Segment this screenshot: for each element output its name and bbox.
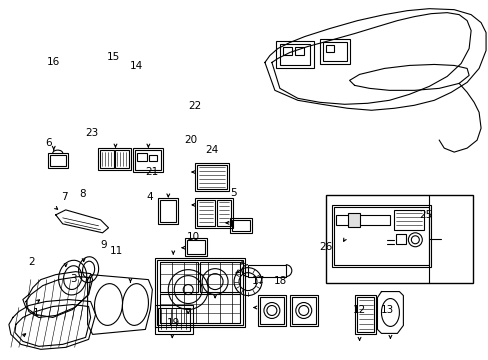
Bar xyxy=(160,293,240,323)
Text: 26: 26 xyxy=(319,242,332,252)
Bar xyxy=(100,150,113,168)
Bar xyxy=(347,213,359,227)
Bar xyxy=(294,46,303,55)
Bar xyxy=(157,260,243,325)
Text: 7: 7 xyxy=(61,192,67,202)
Text: 1: 1 xyxy=(33,308,39,318)
Text: 18: 18 xyxy=(273,276,286,286)
Bar xyxy=(115,150,129,168)
Text: 10: 10 xyxy=(186,232,200,242)
Bar xyxy=(48,153,67,168)
Bar xyxy=(50,155,65,166)
Bar xyxy=(197,165,226,189)
Bar xyxy=(155,305,193,334)
Bar xyxy=(335,215,389,225)
Text: 12: 12 xyxy=(352,305,365,315)
Bar xyxy=(394,210,424,230)
Text: 9: 9 xyxy=(100,239,106,249)
Bar xyxy=(217,200,230,226)
Text: 20: 20 xyxy=(184,135,197,145)
Bar xyxy=(158,307,190,332)
Bar xyxy=(229,218,251,233)
Bar xyxy=(187,240,205,254)
Bar xyxy=(325,45,333,53)
Bar xyxy=(275,41,313,68)
Bar xyxy=(258,294,285,327)
Text: 24: 24 xyxy=(204,144,218,154)
Text: 25: 25 xyxy=(418,210,431,220)
Bar xyxy=(149,155,157,161)
Bar xyxy=(232,220,249,231)
Bar xyxy=(247,265,285,276)
Bar xyxy=(289,294,317,327)
Bar xyxy=(322,41,346,62)
Bar xyxy=(195,198,233,228)
Bar xyxy=(137,153,147,161)
Text: 15: 15 xyxy=(106,52,120,62)
Text: 6: 6 xyxy=(45,139,52,148)
Bar xyxy=(354,294,376,334)
Bar xyxy=(333,207,428,265)
Bar xyxy=(160,200,176,222)
Text: 13: 13 xyxy=(380,305,393,315)
Bar xyxy=(325,195,472,283)
Text: 5: 5 xyxy=(230,188,237,198)
Bar xyxy=(396,234,406,244)
Text: 22: 22 xyxy=(188,102,201,112)
Bar xyxy=(197,200,215,226)
Text: 4: 4 xyxy=(146,192,153,202)
Bar xyxy=(133,148,163,172)
Text: 23: 23 xyxy=(85,128,98,138)
Text: 14: 14 xyxy=(129,61,142,71)
Bar xyxy=(319,39,349,64)
Text: 11: 11 xyxy=(110,246,123,256)
Bar xyxy=(155,258,244,328)
Bar xyxy=(98,148,131,170)
Text: 3: 3 xyxy=(70,274,76,284)
Bar xyxy=(356,297,374,332)
Bar xyxy=(135,150,161,170)
Text: 21: 21 xyxy=(145,167,158,177)
Bar xyxy=(158,198,178,224)
Bar xyxy=(200,262,240,292)
Bar xyxy=(291,297,315,324)
Text: 16: 16 xyxy=(47,57,60,67)
Text: 2: 2 xyxy=(28,257,34,267)
Bar xyxy=(260,297,283,324)
Text: 19: 19 xyxy=(167,319,180,328)
Text: 17: 17 xyxy=(251,276,264,286)
Bar xyxy=(160,262,198,292)
Bar xyxy=(282,46,291,55)
Bar xyxy=(185,238,207,256)
Bar xyxy=(279,44,309,66)
Bar xyxy=(195,163,228,191)
Bar xyxy=(331,205,430,267)
Text: 8: 8 xyxy=(80,189,86,199)
